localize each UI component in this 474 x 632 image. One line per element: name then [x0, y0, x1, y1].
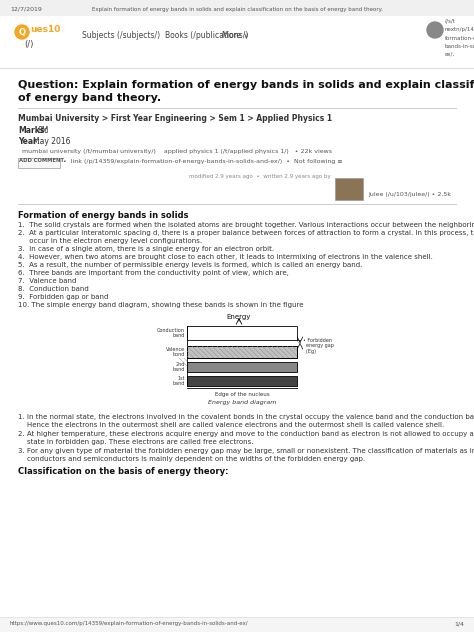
Text: nextn/p/1435: nextn/p/1435: [445, 28, 474, 32]
Text: occur in the electron energy level configurations.: occur in the electron energy level confi…: [18, 238, 202, 244]
Text: bands-in-so: bands-in-so: [445, 44, 474, 49]
Text: 12/7/2019: 12/7/2019: [10, 6, 42, 11]
Text: Q: Q: [18, 28, 26, 37]
Text: Classification on the basis of energy theory:: Classification on the basis of energy th…: [18, 467, 228, 476]
Text: Mumbai University > First Year Engineering > Sem 1 > Applied Physics 1: Mumbai University > First Year Engineeri…: [18, 114, 332, 123]
Text: 3.  In case of a single atom, there is a single energy for an electron orbit.: 3. In case of a single atom, there is a …: [18, 246, 274, 252]
Text: • Forbidden: • Forbidden: [303, 339, 332, 344]
Text: 1/4: 1/4: [454, 621, 464, 626]
Text: state in forbidden gap. These electrons are called free electrons.: state in forbidden gap. These electrons …: [18, 439, 254, 445]
Text: ues10: ues10: [30, 25, 60, 35]
Circle shape: [15, 25, 29, 39]
Text: formation-of-: formation-of-: [445, 35, 474, 40]
Bar: [335, 178, 363, 200]
Text: •  link (/p/14359/explain-formation-of-energy-bands-in-solids-and-ex/)  •  Not f: • link (/p/14359/explain-formation-of-en…: [63, 159, 343, 164]
Text: Edge of the nucleus: Edge of the nucleus: [215, 392, 269, 397]
Text: 7.  Valence band: 7. Valence band: [18, 278, 76, 284]
Text: modified 2.9 years ago  •  written 2.9 years ago by: modified 2.9 years ago • written 2.9 yea…: [189, 174, 331, 179]
Text: Explain formation of energy bands in solids and explain classification on the ba: Explain formation of energy bands in sol…: [91, 6, 383, 11]
Text: mumbai university (/t/mumbai university/)    applied physics 1 (/t/applied physi: mumbai university (/t/mumbai university/…: [18, 149, 332, 154]
Text: ADD COMMENT: ADD COMMENT: [19, 159, 64, 164]
Bar: [187, 362, 297, 372]
Text: 1. In the normal state, the electrons involved in the covalent bonds in the crys: 1. In the normal state, the electrons in…: [18, 414, 474, 420]
Text: (/s/t: (/s/t: [445, 20, 456, 25]
Text: ex/,: ex/,: [445, 51, 455, 56]
Text: 10. The simple energy band diagram, showing these bands is shown in the figure: 10. The simple energy band diagram, show…: [18, 302, 303, 308]
Text: https://www.ques10.com/p/14359/explain-formation-of-energy-bands-in-solids-and-e: https://www.ques10.com/p/14359/explain-f…: [10, 621, 249, 626]
Text: 1.  The solid crystals are formed when the isolated atoms are brought together. : 1. The solid crystals are formed when th…: [18, 222, 474, 228]
Circle shape: [427, 22, 443, 38]
Text: (/): (/): [24, 39, 33, 49]
Text: Year:: Year:: [18, 137, 40, 146]
Bar: [187, 326, 297, 340]
Text: energy gap: energy gap: [303, 344, 334, 348]
Text: (Eg): (Eg): [303, 348, 316, 353]
Text: Hence the electrons in the outermost shell are called valence electrons and the : Hence the electrons in the outermost she…: [18, 422, 444, 428]
Bar: [187, 376, 297, 386]
Bar: [187, 346, 297, 358]
Text: 2nd
band: 2nd band: [173, 362, 185, 372]
Text: 6.  Three bands are important from the conductivity point of view, which are,: 6. Three bands are important from the co…: [18, 270, 289, 276]
Text: Formation of energy bands in solids: Formation of energy bands in solids: [18, 211, 189, 220]
Text: Energy: Energy: [227, 314, 251, 320]
Bar: [0, 617, 474, 632]
Text: 5.  As a result, the number of permissible energy levels is formed, which is cal: 5. As a result, the number of permissibl…: [18, 262, 363, 268]
Text: Julee (/u/103/julee/) • 2.5k: Julee (/u/103/julee/) • 2.5k: [368, 192, 451, 197]
Bar: [0, 0, 474, 16]
Text: May 2016: May 2016: [33, 137, 71, 146]
Text: Conduction
band: Conduction band: [157, 327, 185, 338]
FancyBboxPatch shape: [18, 158, 60, 168]
Text: More ∨: More ∨: [222, 32, 249, 40]
Text: Marks:: Marks:: [18, 126, 47, 135]
Bar: [0, 16, 474, 68]
Bar: [187, 346, 297, 358]
Text: 8.  Conduction band: 8. Conduction band: [18, 286, 89, 292]
Text: Subjects (/subjects/): Subjects (/subjects/): [82, 32, 160, 40]
Text: 9.  Forbidden gap or band: 9. Forbidden gap or band: [18, 294, 109, 300]
Text: of energy band theory.: of energy band theory.: [18, 93, 161, 103]
Text: Valence
bond: Valence bond: [166, 346, 185, 358]
Text: 8M: 8M: [38, 126, 49, 135]
Text: Books (/publications/): Books (/publications/): [165, 32, 248, 40]
Text: 2.  At a particular interatomic spacing d, there is a proper balance between for: 2. At a particular interatomic spacing d…: [18, 230, 474, 236]
Text: 4.  However, when two atoms are brought close to each other, it leads to intermi: 4. However, when two atoms are brought c…: [18, 254, 433, 260]
Text: 1st
band: 1st band: [173, 375, 185, 386]
Text: 2. At higher temperature, these electrons acquire energy and move to the conduct: 2. At higher temperature, these electron…: [18, 431, 474, 437]
Text: Question: Explain formation of energy bands in solids and explain classification: Question: Explain formation of energy ba…: [18, 80, 474, 90]
Text: conductors and semiconductors is mainly dependent on the widths of the forbidden: conductors and semiconductors is mainly …: [18, 456, 365, 462]
Text: Energy band diagram: Energy band diagram: [208, 400, 276, 405]
Text: 3. For any given type of material the forbidden energy gap may be large, small o: 3. For any given type of material the fo…: [18, 448, 474, 454]
